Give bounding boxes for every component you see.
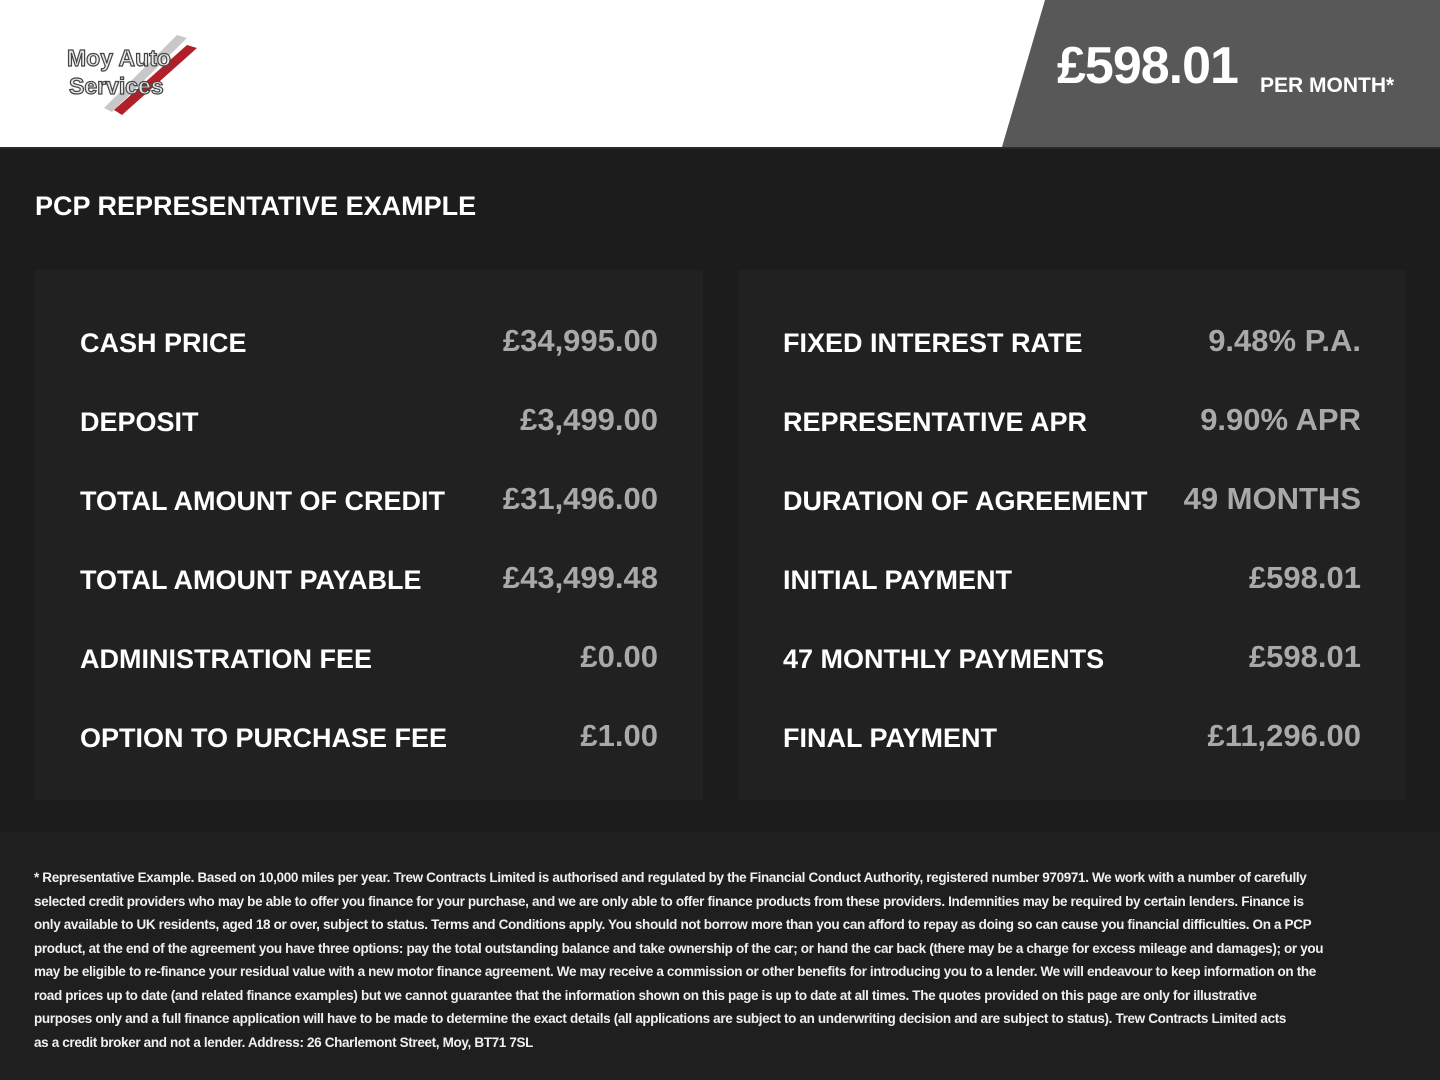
finance-row: FINAL PAYMENT £11,296.00 xyxy=(738,718,1406,758)
svg-text:Services: Services xyxy=(69,73,164,99)
disclaimer-line: product, at the end of the agreement you… xyxy=(34,940,1324,956)
monthly-price: £598.01 xyxy=(1057,37,1239,95)
row-label: TOTAL AMOUNT PAYABLE xyxy=(80,565,422,595)
disclaimer-footer: * Representative Example. Based on 10,00… xyxy=(0,832,1440,1080)
disclaimer-line: purposes only and a full finance applica… xyxy=(34,1011,1287,1026)
moy-auto-services-logo: Moy Auto Services xyxy=(66,35,197,115)
finance-row: DURATION OF AGREEMENT 49 MONTHS xyxy=(738,481,1406,521)
row-value: £1.00 xyxy=(580,718,658,753)
finance-row: DEPOSIT £3,499.00 xyxy=(35,402,703,442)
row-label: INITIAL PAYMENT xyxy=(783,565,1013,595)
row-value: 9.90% APR xyxy=(1200,402,1361,437)
row-label: FIXED INTEREST RATE xyxy=(783,328,1083,358)
row-value: £11,296.00 xyxy=(1207,718,1361,753)
row-value: £598.01 xyxy=(1248,639,1361,674)
finance-row: FIXED INTEREST RATE 9.48% P.A. xyxy=(738,323,1406,363)
row-label: CASH PRICE xyxy=(80,328,247,358)
finance-row: OPTION TO PURCHASE FEE £1.00 xyxy=(35,718,703,758)
row-value: £0.00 xyxy=(580,639,658,674)
disclaimer-line: road prices up to date (and related fina… xyxy=(34,987,1257,1003)
row-value: £31,496.00 xyxy=(502,481,658,516)
row-label: 47 MONTHLY PAYMENTS xyxy=(783,644,1105,674)
right-finance-panel: FIXED INTEREST RATE 9.48% P.A. REPRESENTA… xyxy=(738,270,1406,800)
disclaimer-line: as a credit broker and not a lender. Add… xyxy=(34,1034,534,1050)
row-label: REPRESENTATIVE APR xyxy=(783,407,1088,437)
finance-row: TOTAL AMOUNT PAYABLE £43,499.48 xyxy=(35,560,703,600)
row-value: 49 MONTHS xyxy=(1183,481,1361,516)
row-value: £43,499.48 xyxy=(502,560,658,595)
disclaimer-line: * Representative Example. Based on 10,00… xyxy=(34,870,1307,885)
row-value: £3,499.00 xyxy=(520,402,658,437)
row-value: 9.48% P.A. xyxy=(1208,323,1361,358)
finance-row: INITIAL PAYMENT £598.01 xyxy=(738,560,1406,600)
finance-row: ADMINISTRATION FEE £0.00 xyxy=(35,639,703,679)
row-value: £34,995.00 xyxy=(502,323,658,358)
row-label: ADMINISTRATION FEE xyxy=(80,644,372,674)
svg-text:Moy Auto: Moy Auto xyxy=(67,45,171,71)
finance-row: 47 MONTHLY PAYMENTS £598.01 xyxy=(738,639,1406,679)
finance-row: CASH PRICE £34,995.00 xyxy=(35,323,703,363)
row-label: OPTION TO PURCHASE FEE xyxy=(80,723,448,753)
row-label: DURATION OF AGREEMENT xyxy=(783,486,1148,516)
row-value: £598.01 xyxy=(1248,560,1361,595)
row-label: TOTAL AMOUNT OF CREDIT xyxy=(80,486,445,516)
disclaimer-line: selected credit providers who may be abl… xyxy=(34,893,1304,909)
finance-row: TOTAL AMOUNT OF CREDIT £31,496.00 xyxy=(35,481,703,521)
divider xyxy=(0,147,1440,149)
disclaimer-line: may be eligible to re-finance your resid… xyxy=(34,964,1316,979)
row-label: DEPOSIT xyxy=(80,407,199,437)
left-finance-panel: CASH PRICE £34,995.00 DEPOSIT £3,499.00 TO… xyxy=(35,270,703,800)
section-title: PCP REPRESENTATIVE EXAMPLE xyxy=(35,191,477,221)
header: Moy Auto Services £598.01 PER MONTH* xyxy=(0,0,1440,147)
disclaimer-line: only available to UK residents, aged 18 … xyxy=(34,917,1312,932)
monthly-price-badge xyxy=(1002,0,1440,147)
row-label: FINAL PAYMENT xyxy=(783,723,998,753)
per-month-label: PER MONTH* xyxy=(1260,74,1395,97)
finance-row: REPRESENTATIVE APR 9.90% APR xyxy=(738,402,1406,442)
